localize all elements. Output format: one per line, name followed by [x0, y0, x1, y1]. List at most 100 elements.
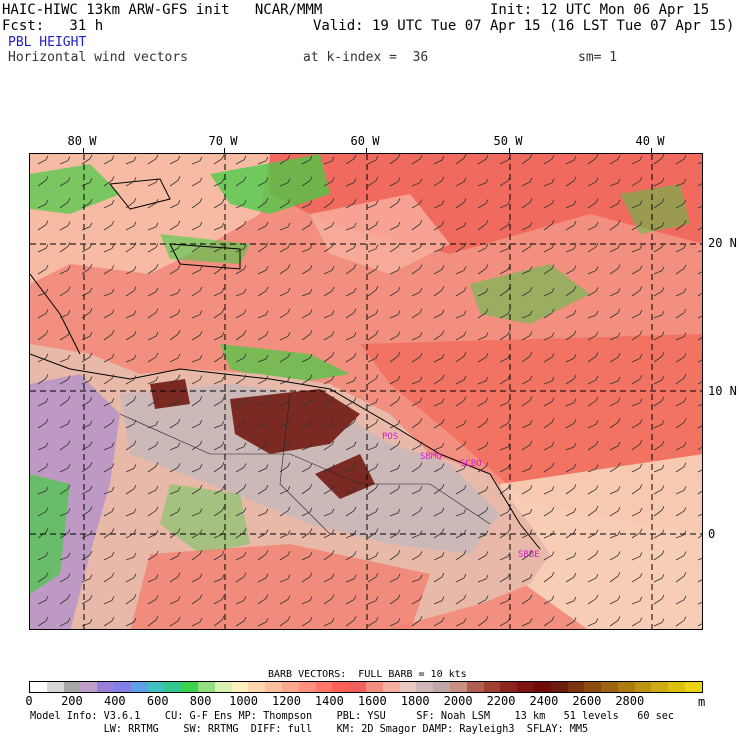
wind-barb [301, 463, 313, 473]
wind-barb [257, 331, 269, 341]
green-patch-2 [30, 164, 120, 214]
colorbar-swatch [214, 682, 232, 692]
k-index-label: at k-index = 36 [303, 50, 429, 65]
colorbar-label: 2400 [529, 694, 559, 708]
wind-barb [477, 441, 489, 451]
wind-barb [499, 463, 511, 473]
wind-barb [543, 418, 555, 429]
colorbar-swatch [298, 682, 316, 692]
wind-barb [235, 288, 247, 297]
wind-barb [81, 308, 93, 319]
wind-barb [455, 221, 467, 231]
wind-barb [235, 200, 247, 209]
colorbar-swatch [500, 682, 518, 692]
wind-barb [411, 595, 423, 605]
wind-barb [147, 308, 159, 319]
wind-barb [103, 309, 115, 319]
wind-barb [125, 594, 137, 605]
wind-barb [81, 263, 93, 275]
wind-barb [499, 330, 511, 341]
colorbar-swatch [349, 682, 366, 692]
wind-barb [169, 353, 181, 363]
wind-barb [257, 286, 269, 297]
wind-barb [169, 551, 181, 561]
wind-barb [653, 550, 665, 561]
wind-barb [367, 200, 379, 209]
wind-barb [103, 199, 115, 209]
wind-barb [631, 484, 643, 495]
colorbar-swatch [365, 682, 383, 692]
graticule [30, 154, 702, 629]
wind-barb [697, 250, 702, 253]
wind-barb [81, 154, 93, 165]
wind-barb [433, 552, 445, 561]
wind-barb [279, 506, 291, 517]
wind-barb [323, 484, 335, 495]
wind-barb [631, 200, 643, 209]
wind-barb [389, 485, 401, 495]
wind-barb [565, 176, 577, 187]
wind-barb [213, 376, 225, 385]
wind-barb [543, 616, 555, 627]
wind-barb [433, 265, 445, 275]
wind-barb [389, 286, 401, 297]
wind-barb [455, 420, 467, 429]
lon-label-60w: 60 W [350, 134, 380, 148]
colorbar-swatch [113, 682, 131, 692]
colorbar-label: 200 [61, 694, 83, 708]
wind-barb [697, 271, 702, 275]
wind-barb [411, 551, 423, 561]
wind-barb [37, 244, 49, 253]
wind-barb [411, 574, 423, 583]
wind-barb [103, 442, 115, 451]
colorbar-swatch [399, 682, 417, 692]
wind-barb [477, 376, 489, 385]
wind-barb [235, 507, 247, 517]
wind-barb [587, 618, 599, 627]
wind-barb [169, 244, 181, 253]
wind-barb [389, 508, 401, 517]
init-time: Init: 12 UTC Mon 06 Apr 15 [490, 2, 710, 18]
wind-barb [653, 594, 665, 605]
wind-barb [147, 352, 159, 363]
wind-barb [257, 529, 269, 539]
wind-barb [301, 309, 313, 319]
wind-barb [477, 264, 489, 275]
wind-barb [499, 286, 511, 297]
wind-barb [631, 439, 643, 451]
wind-barb [389, 310, 401, 319]
wind-barb [235, 374, 247, 385]
wind-barbs [37, 154, 702, 627]
wind-barb [125, 529, 137, 539]
wind-barb [499, 265, 511, 275]
wind-barb [345, 199, 357, 209]
wind-barb [433, 617, 445, 627]
wind-barb [367, 418, 379, 429]
wind-barb [565, 528, 577, 539]
wind-barb [301, 176, 313, 187]
colorbar-swatch [181, 682, 198, 692]
wind-barb [565, 309, 577, 319]
wind-barb [81, 352, 93, 363]
wind-barb [37, 329, 49, 341]
wind-barb [103, 551, 115, 561]
wind-barb [147, 222, 159, 231]
wind-barb [411, 616, 423, 627]
wind-barb [455, 550, 467, 561]
wind-barb [345, 616, 357, 627]
wind-barb [433, 244, 445, 253]
wind-barb [653, 198, 665, 209]
wind-barb [697, 381, 702, 385]
wind-barb [323, 440, 335, 451]
wind-barb [587, 266, 599, 275]
wind-barb [411, 287, 423, 297]
wind-barb [345, 308, 357, 319]
wind-barb [455, 266, 467, 275]
wind-barb [609, 595, 621, 605]
wind-barb [499, 244, 511, 253]
wind-barb [257, 156, 269, 165]
wind-barb [235, 353, 247, 363]
wind-barb [59, 354, 71, 363]
wind-barb [147, 574, 159, 583]
wind-barb [125, 265, 137, 275]
